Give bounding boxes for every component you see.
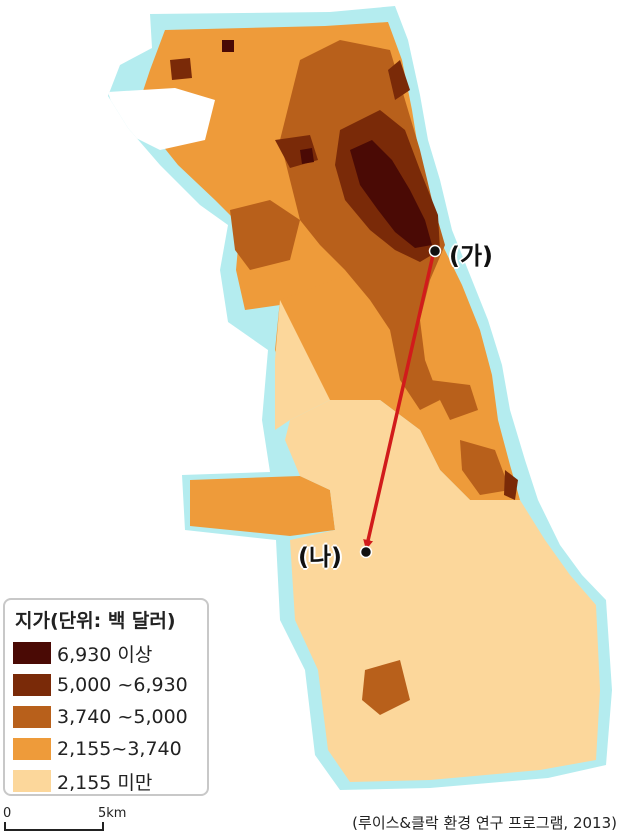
scale-end-label: 5km bbox=[98, 806, 127, 821]
scale-line bbox=[4, 822, 104, 831]
legend-swatch bbox=[13, 706, 51, 728]
cluster-3740-5000-e bbox=[430, 380, 478, 420]
scale-bar: 0 5km bbox=[3, 806, 131, 836]
legend-label: 5,000 ~6,930 bbox=[57, 674, 188, 696]
cluster-6930-plus-c bbox=[222, 40, 234, 52]
legend-box: 지가(단위: 백 달러) 6,930 이상 5,000 ~6,930 3,740… bbox=[3, 598, 209, 796]
legend-title: 지가(단위: 백 달러) bbox=[15, 610, 176, 632]
scale-start-label: 0 bbox=[3, 806, 12, 821]
source-caption: (루이스&클락 환경 연구 프로그램, 2013) bbox=[352, 814, 617, 832]
legend-label: 3,740 ~5,000 bbox=[57, 706, 188, 728]
legend-item: 6,930 이상 bbox=[13, 637, 199, 669]
region-west-pale bbox=[275, 300, 330, 430]
cluster-5000-6930-c bbox=[388, 60, 410, 100]
region-central bbox=[275, 240, 520, 500]
legend-item: 5,000 ~6,930 bbox=[13, 669, 199, 701]
legend-label: 2,155~3,740 bbox=[57, 738, 182, 760]
path-arrow bbox=[363, 254, 435, 550]
legend-item: 2,155 미만 bbox=[13, 765, 199, 797]
legend-item: 3,740 ~5,000 bbox=[13, 701, 199, 733]
legend-swatch bbox=[13, 770, 51, 792]
legend-item: 2,155~3,740 bbox=[13, 733, 199, 765]
legend-label: 2,155 미만 bbox=[57, 771, 153, 794]
legend-swatch bbox=[13, 642, 51, 664]
legend-swatch bbox=[13, 738, 51, 760]
legend-swatch bbox=[13, 674, 51, 696]
marker-ga-label: (가) bbox=[449, 242, 494, 270]
legend-label: 6,930 이상 bbox=[57, 643, 153, 666]
cluster-6930-plus bbox=[350, 140, 432, 248]
marker-na-point bbox=[359, 545, 373, 559]
region-southwest bbox=[190, 476, 335, 536]
cluster-6930-plus-b bbox=[300, 148, 314, 164]
nodata-area bbox=[108, 88, 215, 150]
cluster-5000-6930-d bbox=[504, 470, 518, 500]
cluster-3740-5000-d bbox=[362, 660, 410, 715]
cluster-3740-5000-c bbox=[460, 440, 510, 495]
marker-ga-point bbox=[428, 244, 442, 258]
cluster-5000-6930-e bbox=[170, 58, 192, 80]
marker-na-label: (나) bbox=[298, 543, 343, 571]
cluster-3740-5000-b bbox=[230, 200, 300, 270]
